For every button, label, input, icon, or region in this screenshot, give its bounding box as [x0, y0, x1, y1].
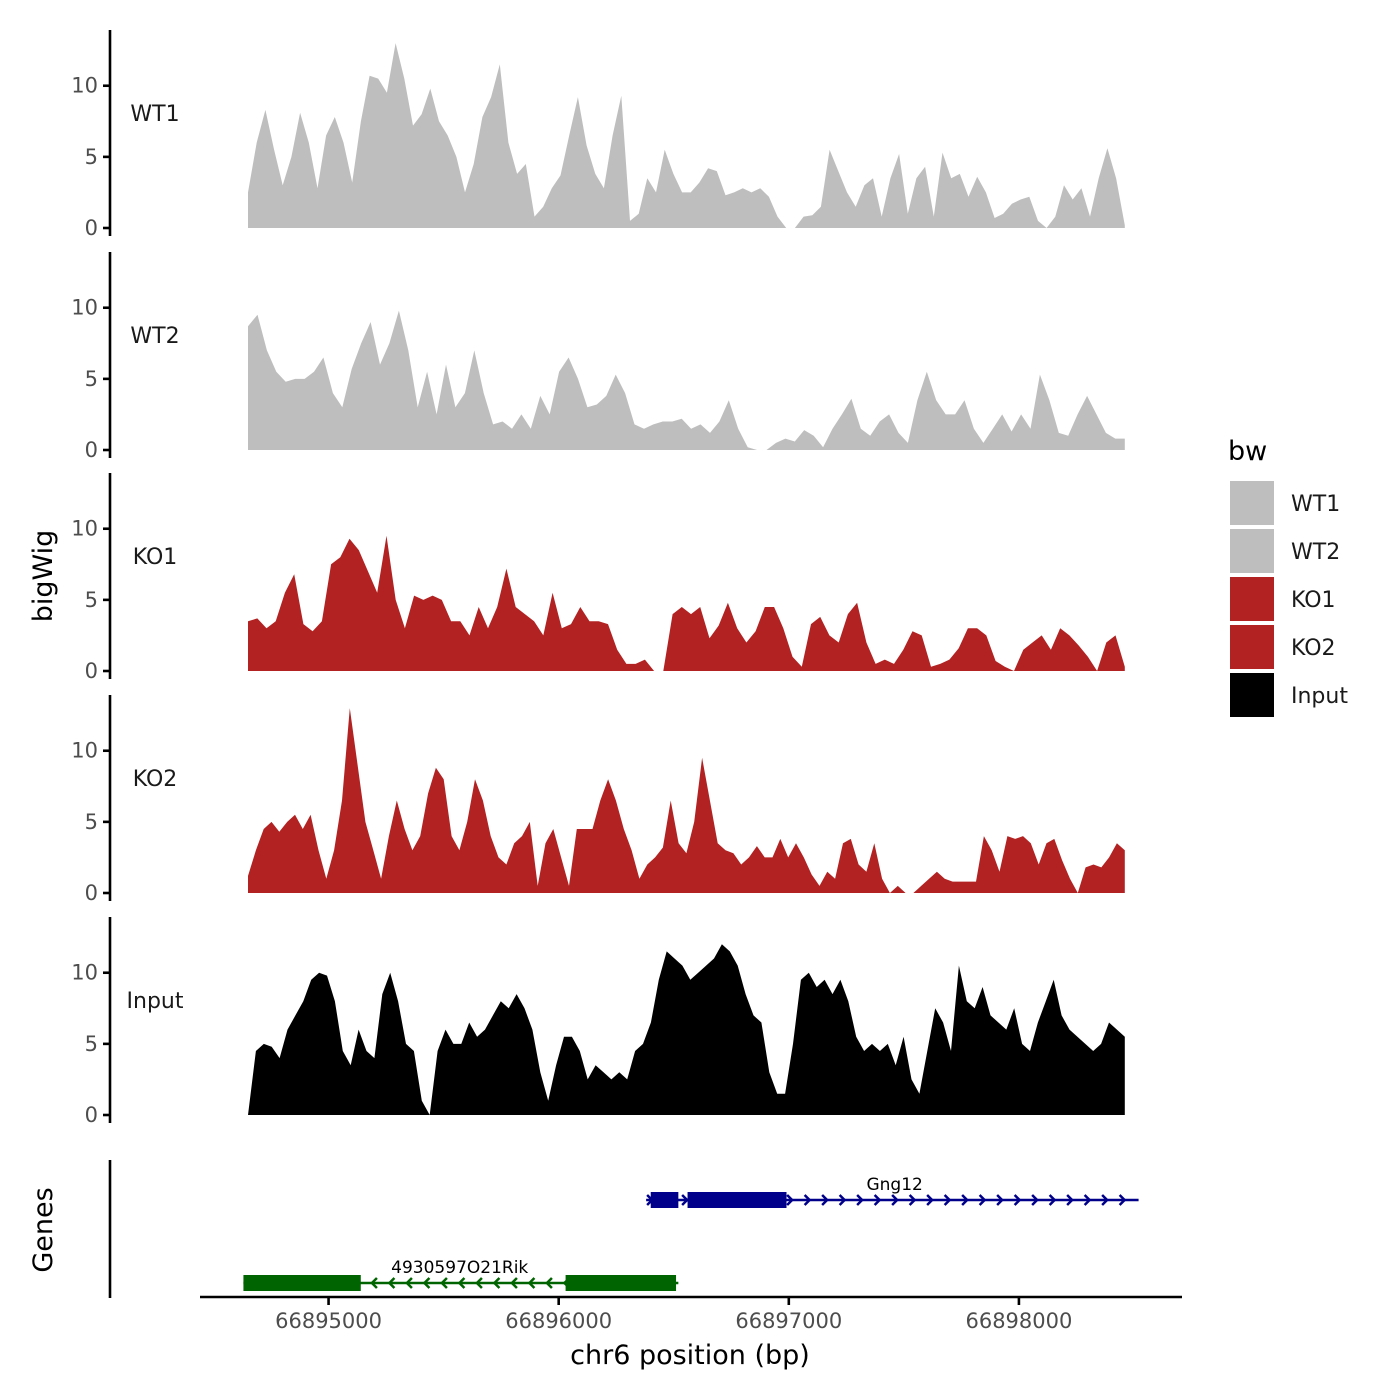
y-tick-label: 0	[85, 881, 98, 905]
signal-tracks: 0 5 10 WT1 0 5 10 WT2 0 5 10 KO1 0 5 10 KO2 0 5 10 Input	[71, 30, 1125, 1127]
strand-arrow	[457, 1277, 466, 1289]
y-axis-title: bigWig	[28, 530, 59, 623]
strand-arrow	[370, 1277, 378, 1289]
y-tick-label: 5	[85, 588, 98, 612]
strand-arrow	[873, 1194, 882, 1206]
y-tick-label: 10	[71, 74, 98, 98]
y-tick-label: 0	[85, 1103, 98, 1127]
strand-arrow	[1013, 1194, 1022, 1206]
strand-arrow	[475, 1277, 483, 1289]
legend-item-ko1: KO1	[1228, 575, 1336, 623]
gene-track: Gng12 4930597O21Rik	[108, 1160, 1139, 1298]
legend-label: WT1	[1291, 492, 1340, 517]
gene-exon	[243, 1275, 361, 1291]
legend-item-wt1: WT1	[1228, 479, 1340, 527]
gene-label: Gng12	[866, 1175, 922, 1195]
x-tick-label: 66896000	[505, 1309, 612, 1333]
track-ko1: 0 5 10 KO1	[71, 473, 1125, 683]
gene-exon	[687, 1192, 787, 1208]
x-axis: 66895000 66896000 66897000 66898000	[200, 1295, 1182, 1333]
strand-arrow	[821, 1194, 829, 1206]
track-label-wt1: WT1	[130, 102, 179, 127]
strand-arrow	[961, 1194, 969, 1206]
strand-arrow	[422, 1277, 431, 1289]
y-tick-label: 5	[85, 367, 98, 391]
x-axis-title: chr6 position (bp)	[570, 1340, 810, 1371]
strand-arrow	[405, 1277, 413, 1289]
legend-label: KO1	[1291, 588, 1336, 613]
legend-swatch	[1228, 671, 1276, 719]
y-tick-label: 5	[85, 145, 98, 169]
y-tick-label: 10	[71, 739, 98, 763]
strand-arrow	[996, 1194, 1004, 1206]
strand-arrow	[838, 1194, 847, 1206]
strand-arrow	[510, 1277, 518, 1289]
area-wt1	[248, 43, 1125, 228]
legend-item-input: Input	[1228, 671, 1348, 719]
track-ko2: 0 5 10 KO2	[71, 695, 1125, 905]
strand-arrow	[545, 1277, 553, 1289]
y-tick-label: 10	[71, 517, 98, 541]
legend-label: Input	[1291, 684, 1348, 709]
strand-arrow	[1083, 1194, 1092, 1206]
x-tick-label: 66898000	[965, 1309, 1072, 1333]
strand-arrow	[387, 1277, 396, 1289]
track-wt1: 0 5 10 WT1	[71, 30, 1125, 240]
legend-swatch	[1228, 623, 1276, 671]
track-label-ko2: KO2	[133, 767, 178, 792]
strand-arrow	[440, 1277, 448, 1289]
legend-label: WT2	[1291, 540, 1340, 565]
legend-swatch	[1228, 479, 1276, 527]
y-tick-label: 0	[85, 438, 98, 462]
gene-gng12: Gng12	[646, 1175, 1139, 1208]
legend-item-ko2: KO2	[1228, 623, 1336, 671]
gene-label: 4930597O21Rik	[391, 1258, 528, 1278]
strand-arrow	[978, 1194, 987, 1206]
x-tick-label: 66895000	[275, 1309, 382, 1333]
strand-arrow	[492, 1277, 501, 1289]
y-tick-label: 0	[85, 216, 98, 240]
strand-arrow	[856, 1194, 864, 1206]
y-tick-label: 5	[85, 810, 98, 834]
y-tick-label: 10	[71, 961, 98, 985]
legend-swatch	[1228, 575, 1276, 623]
area-ko2	[248, 708, 1125, 893]
legend-swatch	[1228, 527, 1276, 575]
gene-exon	[650, 1192, 679, 1208]
y-tick-label: 5	[85, 1032, 98, 1056]
strand-arrow	[926, 1194, 934, 1206]
gene-exon	[565, 1275, 677, 1291]
gene-4930597o21rik: 4930597O21Rik	[243, 1258, 679, 1291]
legend-label: KO2	[1291, 636, 1336, 661]
legend: WT1 WT2 KO1 KO2 Input	[1228, 479, 1348, 719]
strand-arrow	[681, 1194, 689, 1206]
strand-arrow	[908, 1194, 917, 1206]
track-label-ko1: KO1	[133, 545, 178, 570]
y-tick-label: 10	[71, 296, 98, 320]
track-label-input: Input	[127, 989, 184, 1014]
strand-arrow	[1031, 1194, 1039, 1206]
strand-arrow	[1101, 1194, 1109, 1206]
x-tick-label: 66897000	[735, 1309, 842, 1333]
area-ko1	[248, 535, 1125, 671]
genes-axis-title: Genes	[28, 1187, 59, 1272]
strand-arrow	[943, 1194, 952, 1206]
strand-arrow	[1048, 1194, 1057, 1206]
strand-arrow	[803, 1194, 812, 1206]
track-input: 0 5 10 Input	[71, 917, 1125, 1127]
strand-arrow	[786, 1194, 794, 1206]
area-wt2	[248, 310, 1125, 450]
y-tick-label: 0	[85, 659, 98, 683]
strand-arrow	[1118, 1194, 1127, 1206]
strand-arrow	[527, 1277, 536, 1289]
track-label-wt2: WT2	[130, 324, 179, 349]
strand-arrow	[891, 1194, 899, 1206]
track-wt2: 0 5 10 WT2	[71, 252, 1125, 462]
legend-item-wt2: WT2	[1228, 527, 1340, 575]
strand-arrow	[1066, 1194, 1074, 1206]
area-input	[248, 944, 1125, 1115]
legend-title: bw	[1228, 436, 1267, 467]
